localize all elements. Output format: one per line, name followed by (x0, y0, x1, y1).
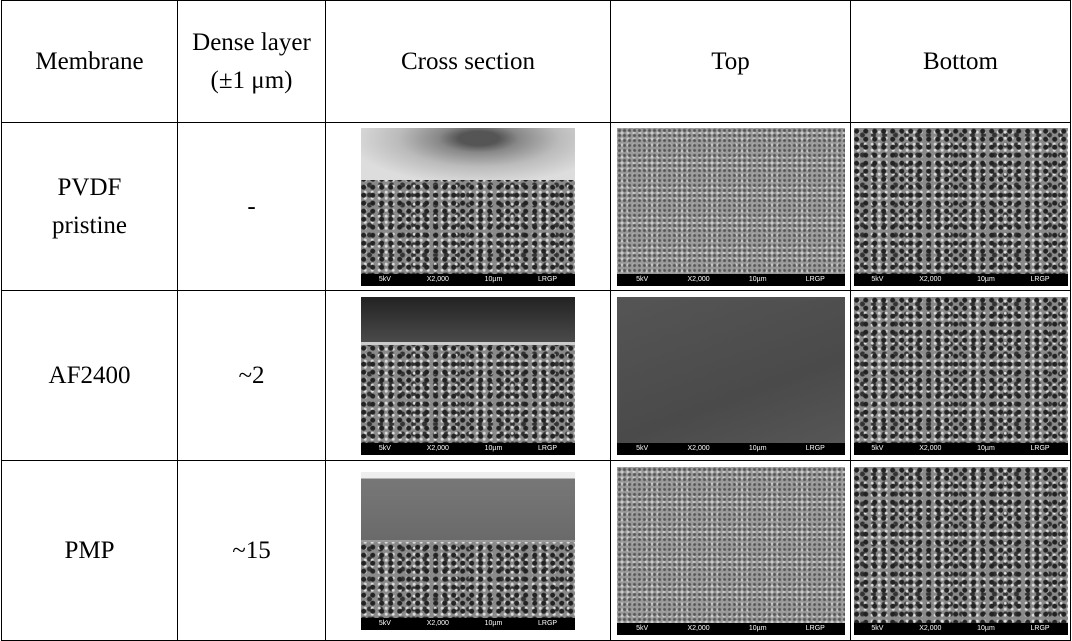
scale-label: X2,000 (687, 274, 709, 286)
sem-image: 5kV X2,000 10µm LRGP (854, 128, 1068, 286)
scale-label: 10µm (977, 443, 995, 455)
scale-bar: 5kV X2,000 10µm LRGP (361, 618, 575, 630)
scale-bar: 5kV X2,000 10µm LRGP (617, 443, 845, 455)
scale-label: X2,000 (427, 443, 449, 455)
sem-image: 5kV X2,000 10µm LRGP (854, 467, 1068, 635)
scale-bar: 5kV X2,000 10µm LRGP (854, 274, 1068, 286)
scale-label: LRGP (538, 618, 557, 630)
scale-label: 5kV (636, 623, 648, 635)
scale-label: 5kV (871, 623, 883, 635)
scale-label: LRGP (538, 443, 557, 455)
scale-label: 5kV (636, 443, 648, 455)
scale-bar: 5kV X2,000 10µm LRGP (361, 443, 575, 455)
scale-bar: 5kV X2,000 10µm LRGP (361, 274, 575, 286)
page: Membrane Dense layer (±1 μm) Cross secti… (0, 0, 1072, 641)
image-cell: 5kV X2,000 10µm LRGP (326, 123, 611, 291)
row: PMP ~15 5kV X2,000 10µm LRGP 5kV X2,000 10µm L… (2, 461, 1071, 641)
scale-label: 10µm (749, 623, 767, 635)
dense-layer: - (178, 123, 326, 291)
scale-label: 5kV (379, 618, 391, 630)
membrane-name: PVDF pristine (2, 123, 178, 291)
scale-label: X2,000 (427, 274, 449, 286)
image-cell: 5kV X2,000 10µm LRGP (326, 461, 611, 641)
scale-label: 10µm (749, 443, 767, 455)
scale-label: 5kV (636, 274, 648, 286)
scale-label: 10µm (977, 274, 995, 286)
scale-label: 10µm (977, 623, 995, 635)
scale-label: LRGP (806, 274, 825, 286)
header-cell: Top (611, 1, 851, 123)
scale-label: 10µm (749, 274, 767, 286)
image-cell: 5kV X2,000 10µm LRGP (851, 461, 1071, 641)
sem-image: 5kV X2,000 10µm LRGP (361, 472, 575, 630)
scale-label: 5kV (871, 274, 883, 286)
image-cell: 5kV X2,000 10µm LRGP (326, 291, 611, 461)
scale-label: 10µm (485, 274, 503, 286)
scale-label: LRGP (806, 443, 825, 455)
dense-layer: ~15 (178, 461, 326, 641)
header-cell: Membrane (2, 1, 178, 123)
image-cell: 5kV X2,000 10µm LRGP (851, 291, 1071, 461)
membrane-table: Membrane Dense layer (±1 μm) Cross secti… (1, 0, 1071, 641)
header-cell: Dense layer (±1 μm) (178, 1, 326, 123)
scale-label: LRGP (538, 274, 557, 286)
dense-layer: ~2 (178, 291, 326, 461)
scale-label: LRGP (1031, 274, 1050, 286)
sem-image: 5kV X2,000 10µm LRGP (617, 297, 845, 455)
scale-label: 10µm (485, 618, 503, 630)
sem-image: 5kV X2,000 10µm LRGP (854, 297, 1068, 455)
scale-label: X2,000 (919, 274, 941, 286)
scale-label: X2,000 (919, 443, 941, 455)
scale-label: 5kV (379, 443, 391, 455)
sem-image: 5kV X2,000 10µm LRGP (361, 128, 575, 286)
image-cell: 5kV X2,000 10µm LRGP (851, 123, 1071, 291)
scale-label: LRGP (806, 623, 825, 635)
scale-bar: 5kV X2,000 10µm LRGP (617, 623, 845, 635)
image-cell: 5kV X2,000 10µm LRGP (611, 123, 851, 291)
membrane-name: PMP (2, 461, 178, 641)
scale-label: 5kV (379, 274, 391, 286)
scale-label: LRGP (1031, 443, 1050, 455)
scale-label: 5kV (871, 443, 883, 455)
scale-label: X2,000 (687, 623, 709, 635)
header-row: Membrane Dense layer (±1 μm) Cross secti… (2, 1, 1071, 123)
scale-bar: 5kV X2,000 10µm LRGP (854, 443, 1068, 455)
scale-label: LRGP (1031, 623, 1050, 635)
sem-image: 5kV X2,000 10µm LRGP (617, 467, 845, 635)
image-cell: 5kV X2,000 10µm LRGP (611, 461, 851, 641)
scale-bar: 5kV X2,000 10µm LRGP (617, 274, 845, 286)
image-cell: 5kV X2,000 10µm LRGP (611, 291, 851, 461)
sem-image: 5kV X2,000 10µm LRGP (361, 297, 575, 455)
membrane-name: AF2400 (2, 291, 178, 461)
row: PVDF pristine - 5kV X2,000 10µm LRGP 5kV X2,… (2, 123, 1071, 291)
scale-label: X2,000 (427, 618, 449, 630)
scale-label: X2,000 (687, 443, 709, 455)
header-cell: Cross section (326, 1, 611, 123)
row: AF2400 ~2 5kV X2,000 10µm LRGP 5kV X2,000 10µ… (2, 291, 1071, 461)
scale-label: 10µm (485, 443, 503, 455)
sem-image: 5kV X2,000 10µm LRGP (617, 128, 845, 286)
header-cell: Bottom (851, 1, 1071, 123)
scale-label: X2,000 (919, 623, 941, 635)
scale-bar: 5kV X2,000 10µm LRGP (854, 623, 1068, 635)
